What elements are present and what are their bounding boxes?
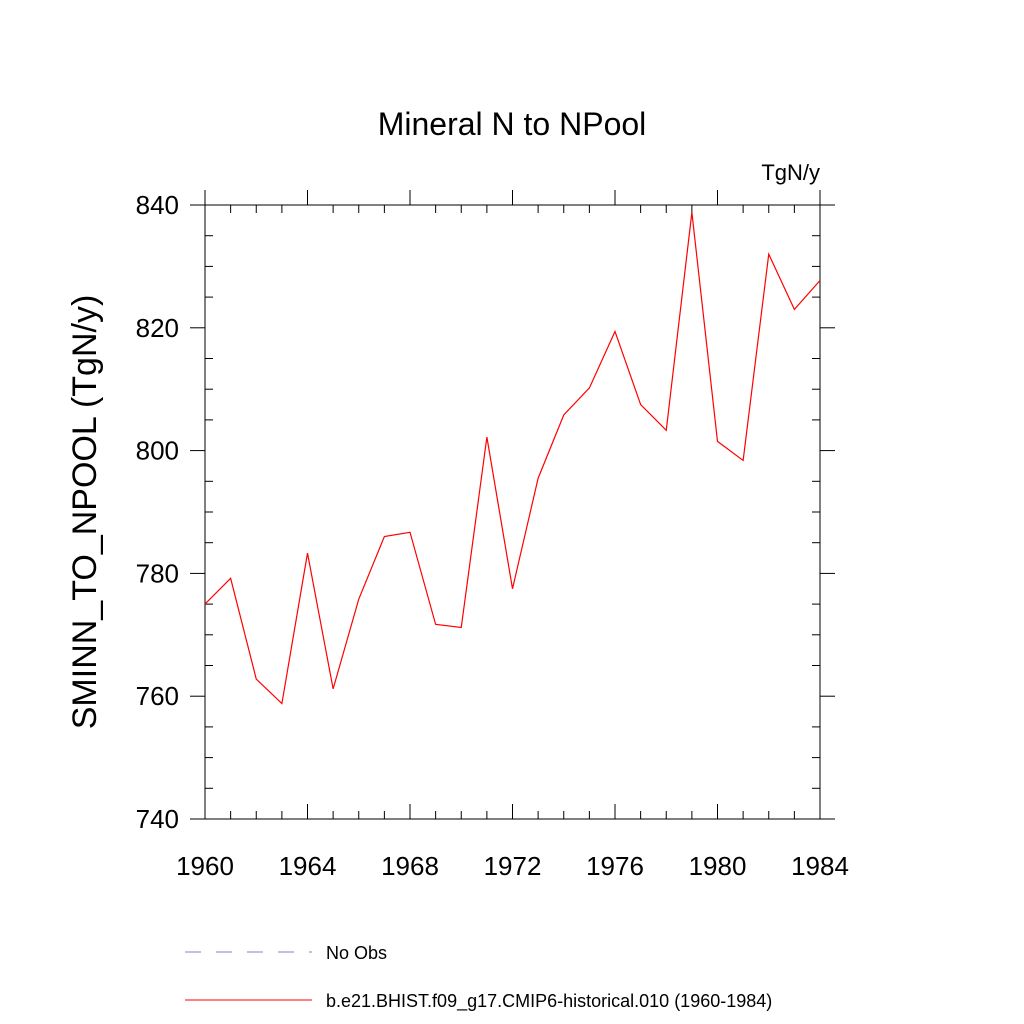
y-tick-label: 780 (136, 558, 179, 588)
x-tick-label: 1968 (381, 851, 439, 881)
x-tick-label: 1976 (586, 851, 644, 881)
legend: No Obs b.e21.BHIST.f09_g17.CMIP6-historic… (185, 943, 772, 1012)
minor-ticks (205, 205, 820, 819)
series-line (204, 212, 821, 705)
y-tick-label: 740 (136, 804, 179, 834)
y-tick-labels: 740 760 780 800 820 840 (136, 190, 179, 834)
y-tick-label: 820 (136, 313, 179, 343)
x-tick-label: 1984 (791, 851, 849, 881)
y-tick-label: 840 (136, 190, 179, 220)
major-ticks (190, 190, 835, 820)
legend-label: No Obs (326, 943, 387, 963)
y-axis-label: SMINN_TO_NPOOL (TgN/y) (66, 295, 104, 730)
legend-label: b.e21.BHIST.f09_g17.CMIP6-historical.010… (326, 991, 772, 1012)
x-tick-label: 1980 (689, 851, 747, 881)
chart-title: Mineral N to NPool (378, 106, 647, 142)
y-tick-label: 760 (136, 681, 179, 711)
x-tick-label: 1972 (484, 851, 542, 881)
x-tick-label: 1960 (176, 851, 234, 881)
x-tick-labels: 1960 1964 1968 1972 1976 1980 1984 (176, 851, 849, 881)
plot-frame (204, 204, 821, 820)
units-label: TgN/y (761, 160, 820, 185)
series-group (204, 212, 821, 705)
x-tick-label: 1964 (279, 851, 337, 881)
y-tick-label: 800 (136, 436, 179, 466)
